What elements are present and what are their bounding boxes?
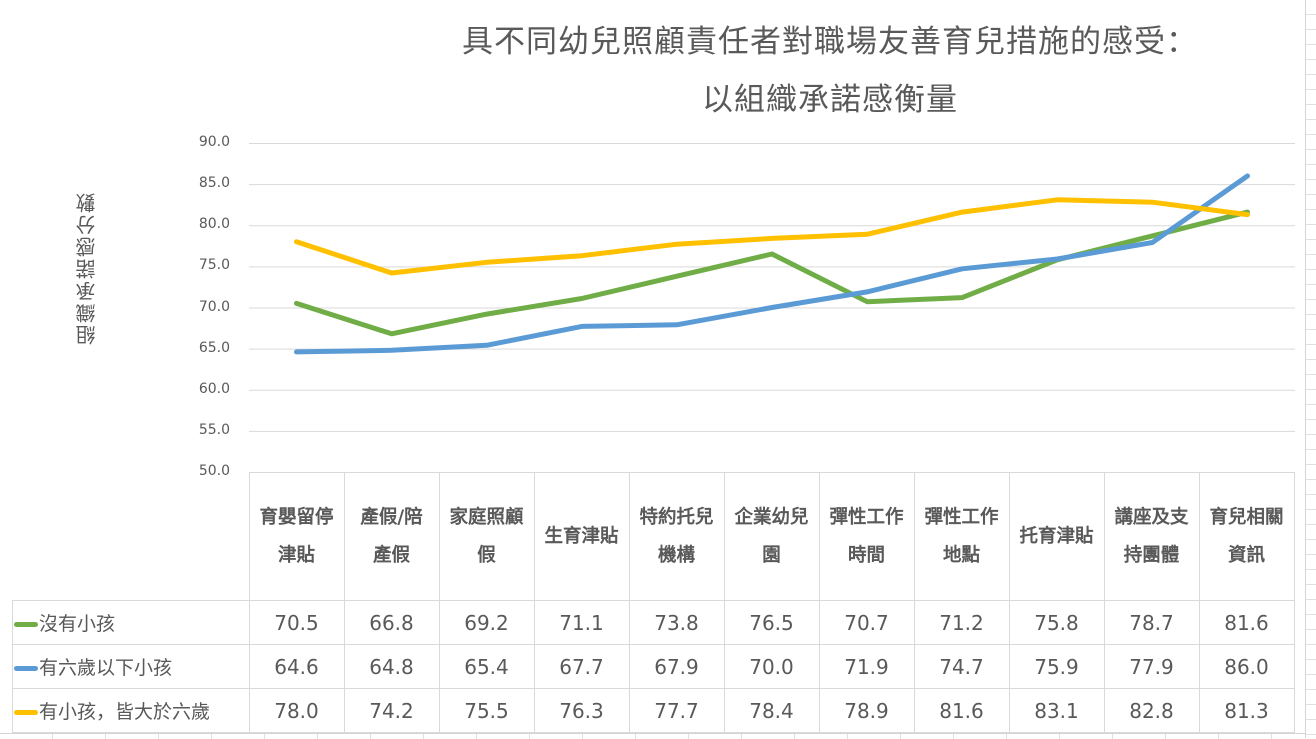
- data-cell: 82.8: [1103, 688, 1200, 733]
- table-corner: [12, 472, 250, 601]
- data-cell: 70.7: [818, 600, 915, 645]
- data-cell: 71.1: [533, 600, 630, 645]
- category-header: 育兒相關資訊: [1198, 472, 1295, 601]
- category-label: 特約托兒機構: [639, 506, 714, 566]
- category-label: 講座及支持團體: [1114, 506, 1189, 566]
- data-cell: 78.7: [1103, 600, 1200, 645]
- data-cell: 67.9: [628, 644, 725, 689]
- chart-title-line-2: 以組織承諾感衡量: [702, 82, 958, 118]
- category-label: 育兒相關資訊: [1209, 506, 1284, 566]
- category-label: 彈性工作時間: [829, 506, 904, 566]
- data-cell: 75.5: [438, 688, 535, 733]
- y-tick-label: 75.0: [198, 257, 230, 274]
- y-tick-label: 65.0: [198, 339, 230, 356]
- data-cell: 76.3: [533, 688, 630, 733]
- y-tick-label: 60.0: [198, 380, 230, 397]
- data-cell: 64.6: [248, 644, 345, 689]
- data-cell: 75.8: [1008, 600, 1105, 645]
- category-header: 家庭照顧假: [438, 472, 535, 601]
- data-cell: 66.8: [343, 600, 440, 645]
- legend-label: 有六歲以下小孩: [39, 657, 173, 679]
- data-cell: 78.0: [248, 688, 345, 733]
- data-cell: 69.2: [438, 600, 535, 645]
- spreadsheet-gridlines-right: [1305, 0, 1316, 738]
- data-cell: 77.7: [628, 688, 725, 733]
- category-header: 企業幼兒園: [723, 472, 820, 601]
- data-cell: 77.9: [1103, 644, 1200, 689]
- category-header: 講座及支持團體: [1103, 472, 1200, 601]
- series-line-2: [294, 197, 1250, 276]
- category-label: 生育津貼: [544, 525, 619, 547]
- data-cell: 70.0: [723, 644, 820, 689]
- data-cell: 70.5: [248, 600, 345, 645]
- y-tick-label: 90.0: [198, 134, 230, 150]
- category-label: 產假/陪產假: [360, 506, 423, 566]
- category-header: 生育津貼: [533, 472, 630, 601]
- data-cell: 81.6: [1198, 600, 1295, 645]
- data-cell: 71.9: [818, 644, 915, 689]
- category-label: 企業幼兒園: [734, 506, 809, 566]
- legend-entry: 有六歲以下小孩: [12, 644, 250, 689]
- legend-swatch-icon: [14, 622, 38, 627]
- category-header: 育嬰留停津貼: [248, 472, 345, 601]
- data-cell: 74.7: [913, 644, 1010, 689]
- data-cell: 67.7: [533, 644, 630, 689]
- data-cell: 78.9: [818, 688, 915, 733]
- data-cell: 83.1: [1008, 688, 1105, 733]
- data-cell: 81.6: [913, 688, 1010, 733]
- y-tick-label: 85.0: [198, 175, 230, 192]
- category-header: 托育津貼: [1008, 472, 1105, 601]
- category-header: 產假/陪產假: [343, 472, 440, 601]
- data-cell: 73.8: [628, 600, 725, 645]
- category-header: 彈性工作時間: [818, 472, 915, 601]
- legend-label: 沒有小孩: [39, 613, 116, 635]
- category-label: 育嬰留停津貼: [259, 506, 334, 566]
- data-cell: 65.4: [438, 644, 535, 689]
- table-row: 有六歲以下小孩 64.6 64.8 65.4 67.7 67.9 70.0 71.9 74.7 7…: [12, 644, 1295, 689]
- legend-swatch-icon: [14, 710, 38, 715]
- table-row: 有小孩，皆大於六歲 78.0 74.2 75.5 76.3 77.7 78.4 78.9 81.…: [12, 688, 1295, 733]
- category-header: 彈性工作地點: [913, 472, 1010, 601]
- data-cell: 75.9: [1008, 644, 1105, 689]
- data-cell: 78.4: [723, 688, 820, 733]
- category-label: 彈性工作地點: [924, 506, 999, 566]
- category-label: 家庭照顧假: [449, 506, 524, 566]
- legend-entry: 有小孩，皆大於六歲: [12, 688, 250, 733]
- series-line-1: [294, 173, 1250, 355]
- data-cell: 71.2: [913, 600, 1010, 645]
- category-header: 特約托兒機構: [628, 472, 725, 601]
- series-line-0: [294, 209, 1250, 337]
- category-header-row: 育嬰留停津貼 產假/陪產假 家庭照顧假 生育津貼 特約托兒機構 企業幼兒園 彈性工作時間 彈性…: [12, 472, 1295, 601]
- category-label: 托育津貼: [1019, 525, 1094, 547]
- chart-title-line-1: 具不同幼兒照顧責任者對職場友善育兒措施的感受：: [462, 24, 1198, 60]
- legend-swatch-icon: [14, 666, 38, 671]
- data-cell: 64.8: [343, 644, 440, 689]
- data-cell: 86.0: [1198, 644, 1295, 689]
- data-cell: 74.2: [343, 688, 440, 733]
- data-cell: 81.3: [1198, 688, 1295, 733]
- y-tick-label: 70.0: [198, 298, 230, 315]
- spreadsheet-gridlines-bottom: [0, 733, 1305, 739]
- data-table: 育嬰留停津貼 產假/陪產假 家庭照顧假 生育津貼 特約托兒機構 企業幼兒園 彈性工作時間 彈性…: [12, 472, 1295, 733]
- y-tick-label: 55.0: [198, 421, 230, 438]
- data-cell: 76.5: [723, 600, 820, 645]
- table-row: 沒有小孩 70.5 66.8 69.2 71.1 73.8 76.5 70.7 71.2 75.8…: [12, 600, 1295, 645]
- legend-entry: 沒有小孩: [12, 600, 250, 645]
- y-tick-label: 80.0: [198, 216, 230, 233]
- legend-label: 有小孩，皆大於六歲: [39, 701, 211, 723]
